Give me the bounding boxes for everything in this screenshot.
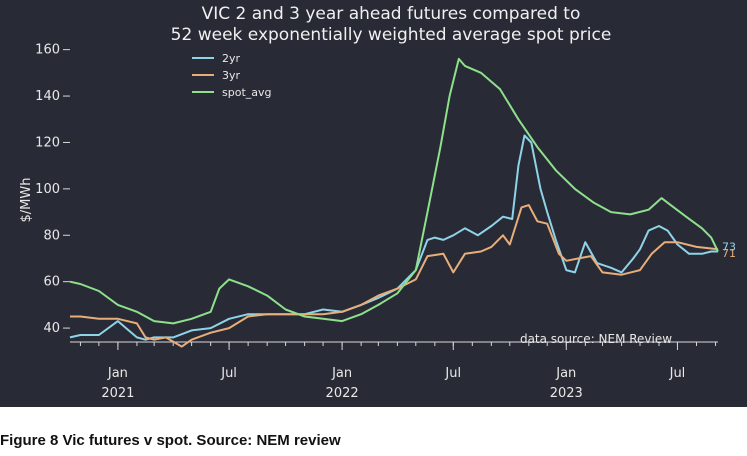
end-label-3yr: 71 — [722, 247, 736, 260]
x-tick-year-4: 2023 — [550, 386, 583, 401]
series-lines — [69, 57, 719, 348]
chart-title-line-1: VIC 2 and 3 year ahead futures compared … — [202, 4, 581, 24]
legend: 2yr 3yr spot_avg — [192, 52, 272, 99]
x-tick-label-0: Jan — [107, 366, 128, 381]
y-tick-label-80: 80 — [43, 228, 60, 243]
chart-svg: VIC 2 and 3 year ahead futures compared … — [19, 4, 736, 401]
series-line-2yr — [69, 134, 718, 341]
y-tick-label-160: 160 — [35, 43, 60, 58]
x-tick-label-4: Jan — [555, 366, 576, 381]
x-tick-label-5: Jul — [669, 366, 686, 381]
x-tick-label-1: Jul — [220, 366, 237, 381]
x-minor-ticks — [79, 342, 717, 346]
x-tick-label-3: Jul — [444, 366, 461, 381]
data-source-annotation: data source: NEM Review — [520, 332, 672, 346]
y-axis-label: $/MWh — [19, 178, 34, 223]
y-tick-label-40: 40 — [43, 321, 60, 336]
legend-label-spot_avg: spot_avg — [222, 86, 272, 99]
figure-caption: Figure 8 Vic futures v spot. Source: NEM… — [0, 432, 341, 449]
legend-label-2yr: 2yr — [222, 52, 241, 65]
y-tick-label-100: 100 — [35, 182, 60, 197]
series-line-spot_avg — [69, 57, 719, 325]
y-tick-label-60: 60 — [43, 275, 60, 290]
x-tick-year-2: 2022 — [326, 386, 359, 401]
legend-label-3yr: 3yr — [222, 69, 241, 82]
chart-figure: VIC 2 and 3 year ahead futures compared … — [0, 0, 747, 407]
series-line-3yr — [70, 204, 719, 348]
chart-title-line-2: 52 week exponentially weighted average s… — [171, 25, 612, 45]
end-label-2yr: 73 — [722, 241, 736, 254]
y-tick-label-140: 140 — [35, 89, 60, 104]
x-axis-ticks: Jan 2021 Jul Jan 2022 Jul Jan 2023 Jul — [101, 342, 685, 401]
x-tick-label-2: Jan — [331, 366, 352, 381]
y-tick-label-120: 120 — [35, 135, 60, 150]
y-axis-ticks: 40 60 80 100 120 140 160 — [35, 43, 70, 336]
x-tick-year-0: 2021 — [101, 386, 134, 401]
